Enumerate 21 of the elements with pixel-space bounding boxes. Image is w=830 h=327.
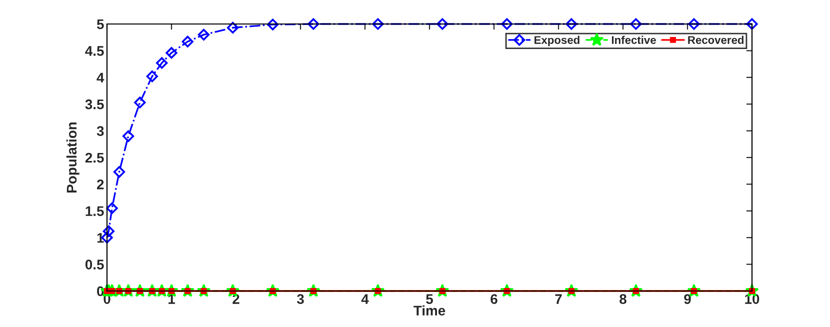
x-tick-label: 7 — [555, 294, 562, 304]
y-tick-label: 4.5 — [85, 46, 104, 56]
x-tick-label: 8 — [620, 294, 626, 304]
legend-label: Exposed — [534, 36, 580, 46]
y-axis-title: Population — [66, 122, 80, 192]
legend-label: Infective — [612, 36, 656, 44]
x-tick-label: 3 — [296, 294, 304, 304]
y-tick-label: 0.5 — [85, 260, 104, 270]
legend-label: Recovered — [688, 36, 744, 44]
y-tick-label: 1.5 — [86, 206, 104, 216]
y-tick-label: 4 — [96, 72, 104, 82]
y-tick-label: 5 — [96, 19, 104, 30]
y-tick-label: 3.5 — [85, 99, 104, 110]
x-tick-label: 5 — [426, 294, 433, 304]
y-tick-label: 2.5 — [85, 152, 104, 163]
x-axis-title: Time — [414, 305, 446, 316]
x-tick-label: 6 — [490, 294, 498, 304]
y-tick-label: 3 — [96, 126, 104, 136]
x-tick-label: 4 — [361, 294, 369, 304]
y-tick-label: 2 — [96, 180, 104, 190]
x-tick-label: 9 — [684, 294, 691, 304]
